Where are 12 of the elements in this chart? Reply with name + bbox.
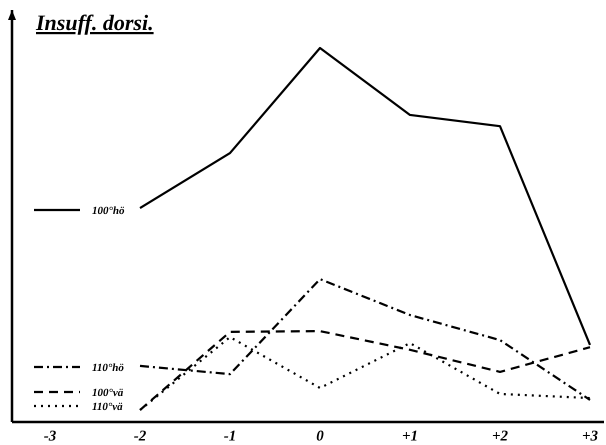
legend-label: 100°vä	[92, 387, 124, 399]
legend-label: 110°vä	[92, 401, 124, 413]
x-tick-label: -3	[44, 428, 57, 445]
x-tick-label: 0	[316, 428, 324, 445]
x-tick-label: -1	[224, 428, 236, 445]
x-tick-label: +1	[402, 428, 418, 445]
x-tick-label: +3	[582, 428, 599, 445]
legend-label: 100°hö	[92, 205, 126, 217]
legend-label: 110°hö	[92, 362, 124, 374]
chart-title: Insuff. dorsi.	[35, 10, 154, 35]
x-tick-label: +2	[492, 428, 509, 445]
x-tick-label: -2	[134, 428, 147, 445]
